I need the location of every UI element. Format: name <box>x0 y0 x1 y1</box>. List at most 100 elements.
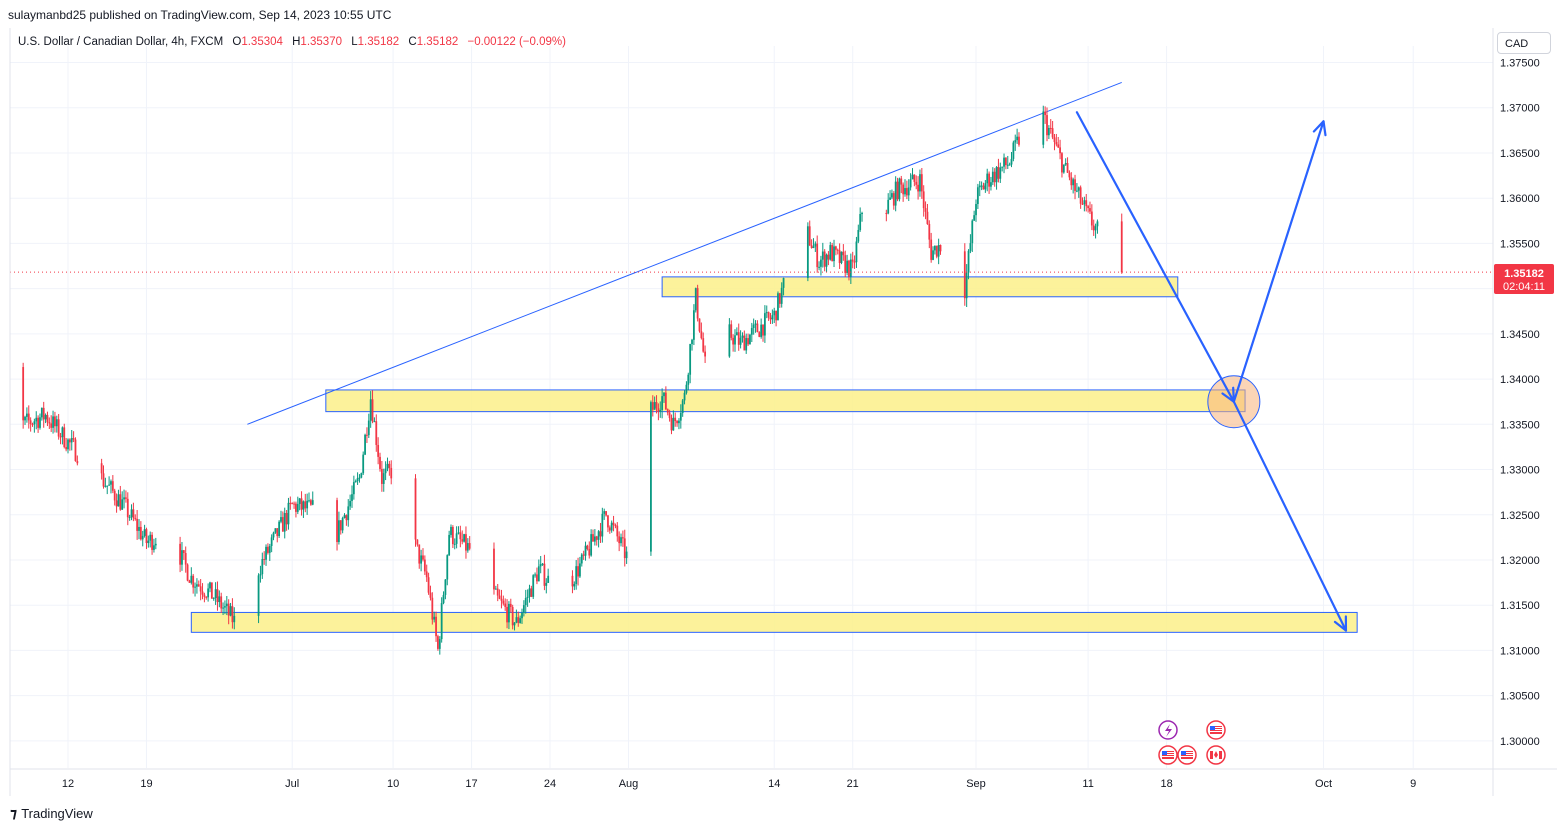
lightning-icon[interactable] <box>1158 720 1178 740</box>
candle-body <box>812 246 815 248</box>
candle-body <box>820 259 822 267</box>
zone-rect[interactable] <box>325 389 1246 413</box>
candle-body <box>465 534 467 551</box>
candle-body <box>1044 111 1047 116</box>
candle-body <box>76 461 79 464</box>
candle-body <box>678 420 680 424</box>
projection-up-leg[interactable] <box>1232 120 1325 403</box>
candle-body <box>304 501 307 509</box>
y-tick-label: 1.34500 <box>1500 329 1540 341</box>
candle-body <box>218 596 221 603</box>
chart-grid <box>10 46 1493 768</box>
candle-body <box>519 618 522 623</box>
candle-body <box>816 243 819 268</box>
candle-body <box>861 213 863 215</box>
candle-body <box>522 605 525 613</box>
candle-body <box>111 481 114 491</box>
candle-body <box>821 251 824 260</box>
projection-down-leg[interactable] <box>1075 111 1235 403</box>
candle-body <box>504 603 507 607</box>
candle-body <box>743 335 746 351</box>
us-flag-icon[interactable] <box>1177 745 1197 765</box>
candle-body <box>214 589 217 599</box>
candle-body <box>1076 190 1078 192</box>
candlesticks <box>22 105 1123 655</box>
candle-body <box>513 622 516 626</box>
candle-body <box>448 534 451 556</box>
candle-body <box>1057 144 1060 148</box>
x-tick-label: Jul <box>285 778 299 790</box>
candle-body <box>857 229 860 242</box>
y-tick-label: 1.37500 <box>1500 58 1540 70</box>
candle-body <box>210 582 213 599</box>
candle-body <box>663 392 665 397</box>
candle-body <box>270 537 273 546</box>
candle-body <box>859 214 862 230</box>
y-tick-label: 1.32500 <box>1500 510 1540 522</box>
candle-body <box>134 518 137 520</box>
currency-button[interactable]: CAD <box>1497 32 1551 54</box>
close-label: C <box>408 36 417 48</box>
candle-body <box>730 324 733 338</box>
candle-body <box>154 543 157 546</box>
candle-body <box>459 532 462 540</box>
x-tick-label: 21 <box>847 778 859 790</box>
candle-body <box>681 400 684 414</box>
candle-body <box>151 534 153 550</box>
candle-body <box>984 183 987 190</box>
zone-rect[interactable] <box>661 276 1179 298</box>
candle-body <box>601 513 604 537</box>
candle-body <box>752 324 755 328</box>
us-flag-icon[interactable] <box>1206 720 1226 740</box>
candle-body <box>179 543 181 565</box>
candle-body <box>35 417 38 422</box>
candle-body <box>934 245 936 251</box>
candle-body <box>521 612 523 619</box>
candle-body <box>905 188 908 196</box>
candle-body <box>965 272 968 299</box>
candle-body <box>418 544 421 564</box>
candle-body <box>939 244 942 252</box>
candle-body <box>427 577 430 593</box>
symbol-name[interactable]: U.S. Dollar / Canadian Dollar, 4h, FXCM <box>18 36 224 48</box>
candle-body <box>199 586 202 592</box>
projection-arrows[interactable] <box>1075 111 1348 632</box>
projection-alt-leg[interactable] <box>1232 400 1348 632</box>
candle-body <box>547 575 550 583</box>
candle-body <box>119 494 122 510</box>
candle-body <box>138 526 140 531</box>
candle-body <box>915 181 918 185</box>
candle-body <box>653 402 656 410</box>
candle-body <box>618 536 621 544</box>
low-value: 1.35182 <box>357 36 400 48</box>
tradingview-footer[interactable]: ⁊ TradingView <box>10 805 93 822</box>
candle-body <box>293 503 295 505</box>
support-resistance-zones[interactable] <box>190 276 1358 633</box>
candle-body <box>229 606 232 616</box>
candle-body <box>898 178 901 200</box>
candle-body <box>780 287 783 304</box>
rising-trendline[interactable] <box>247 81 1122 425</box>
economic-events[interactable] <box>1158 720 1226 765</box>
canada-flag-icon[interactable] <box>1206 745 1226 765</box>
candle-body <box>924 208 927 212</box>
us-flag-icon[interactable] <box>1158 745 1178 765</box>
candle-body <box>765 312 768 314</box>
price-tag-bg <box>1494 264 1554 294</box>
candle-body <box>22 367 25 421</box>
candle-body <box>745 338 748 351</box>
candle-body <box>220 596 223 609</box>
candle-body <box>775 310 777 321</box>
candle-body <box>29 420 32 425</box>
candle-body <box>371 399 374 422</box>
trendline[interactable] <box>247 81 1122 425</box>
candle-body <box>1008 164 1011 166</box>
candle-body <box>339 520 342 531</box>
candle-body <box>306 500 309 509</box>
candle-body <box>1066 163 1069 173</box>
candle-body <box>582 554 585 556</box>
zone-rect[interactable] <box>190 611 1358 633</box>
candle-body <box>814 243 817 247</box>
candle-body <box>280 517 282 522</box>
